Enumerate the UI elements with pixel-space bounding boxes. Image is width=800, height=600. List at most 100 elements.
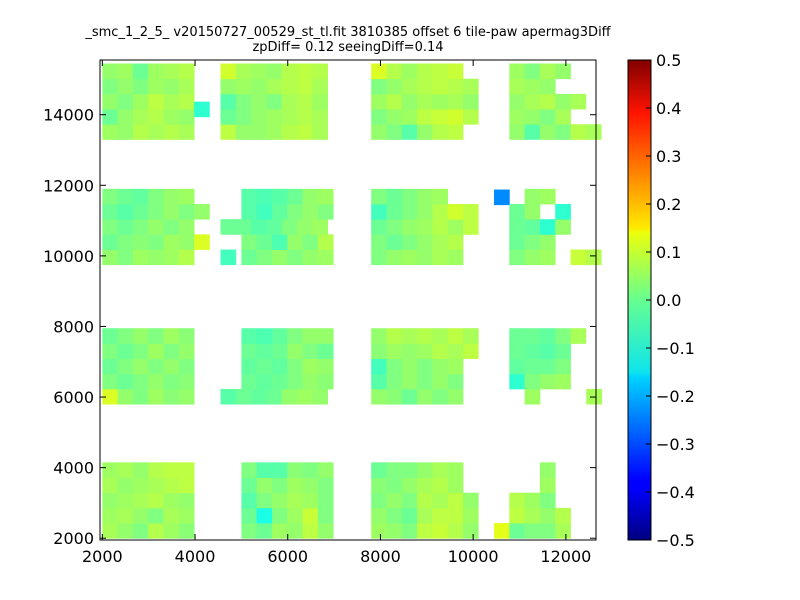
- heatmap-cell: [462, 109, 479, 125]
- heatmap-cell: [235, 93, 252, 110]
- heatmap-cell: [178, 78, 195, 95]
- heatmap-cell: [555, 343, 571, 359]
- heatmap-cell: [539, 109, 556, 125]
- heatmap-cell: [312, 63, 329, 80]
- heatmap-cell: [401, 477, 418, 494]
- heatmap-cell: [241, 507, 258, 524]
- heatmap-cell: [447, 462, 464, 478]
- heatmap-cell: [539, 477, 556, 494]
- heatmap-cell: [256, 373, 273, 390]
- heatmap-cell: [281, 124, 298, 140]
- heatmap-cell: [251, 124, 267, 140]
- chart-title-line-2: zpDiff= 0.12 seeingDiff=0.14: [252, 40, 444, 55]
- heatmap-cell: [417, 109, 433, 125]
- heatmap-cell: [386, 373, 403, 390]
- heatmap-cell: [256, 343, 273, 359]
- colorbar-tick-label: 0.1: [656, 243, 681, 262]
- heatmap-cell: [241, 492, 258, 509]
- heatmap-cell: [417, 249, 433, 266]
- heatmap-cell: [148, 507, 164, 524]
- heatmap-cell: [297, 388, 313, 405]
- x-axis: 2000 4000 6000 8000 10000 12000: [82, 60, 591, 566]
- heatmap-cell: [447, 109, 464, 125]
- heatmap-cell: [509, 219, 526, 235]
- heatmap-cell: [297, 93, 313, 110]
- heatmap-cell: [148, 358, 164, 375]
- heatmap-cell: [417, 188, 433, 205]
- heatmap-cell: [509, 249, 526, 266]
- heatmap-cell: [401, 78, 418, 95]
- heatmap-cell: [447, 219, 464, 235]
- heatmap-cell: [302, 523, 319, 539]
- heatmap-cell: [386, 358, 403, 375]
- heatmap-cell: [178, 63, 195, 80]
- heatmap-cell: [371, 358, 387, 375]
- heatmap-cell: [148, 492, 164, 509]
- heatmap-cell: [102, 373, 119, 390]
- heatmap-cell: [570, 124, 587, 140]
- heatmap-cell: [287, 358, 303, 375]
- plot-frame: [99, 59, 597, 541]
- heatmap-cell: [302, 234, 319, 250]
- heatmap-cell: [117, 492, 134, 509]
- heatmap-cell: [132, 328, 149, 344]
- heatmap-cell: [235, 109, 252, 125]
- y-tick-label: 14000: [43, 106, 94, 125]
- heatmap-cell: [386, 63, 403, 80]
- heatmap-cell: [401, 63, 418, 80]
- heatmap-cell: [417, 204, 433, 220]
- heatmap-cell: [256, 507, 273, 524]
- heatmap-cell: [555, 63, 571, 80]
- heatmap-cell: [281, 93, 298, 110]
- heatmap-cell: [178, 234, 195, 250]
- heatmap-cell: [251, 388, 267, 405]
- heatmap-cell: [287, 477, 303, 494]
- heatmap-cell: [178, 328, 195, 344]
- heatmap-cell: [271, 507, 288, 524]
- heatmap-cell: [102, 462, 119, 478]
- heatmap-cell: [287, 373, 303, 390]
- heatmap-cell: [251, 93, 267, 110]
- heatmap-cell: [132, 219, 149, 235]
- heatmap-cell: [132, 343, 149, 359]
- heatmap-cell: [432, 109, 449, 125]
- heatmap-cell: [220, 124, 237, 140]
- heatmap-cell: [132, 388, 149, 405]
- heatmap-cell: [132, 188, 149, 205]
- heatmap-cell: [432, 93, 449, 110]
- heatmap-cell: [539, 358, 556, 375]
- heatmap-cell: [132, 234, 149, 250]
- heatmap-cell: [302, 204, 319, 220]
- heatmap-cell: [401, 219, 418, 235]
- heatmap-cell: [401, 462, 418, 478]
- x-tick-label: 2000: [82, 547, 123, 566]
- heatmap-cell: [401, 523, 418, 539]
- heatmap-cell: [163, 388, 180, 405]
- heatmap-cell: [524, 219, 541, 235]
- heatmap-cell: [585, 124, 602, 140]
- heatmap-cell: [462, 328, 479, 344]
- heatmap-cell: [256, 477, 273, 494]
- heatmap-cell: [178, 188, 195, 205]
- heatmap-cell: [132, 507, 149, 524]
- heatmap-cell: [102, 507, 119, 524]
- heatmap-cell: [117, 477, 134, 494]
- heatmap-cell: [178, 109, 195, 125]
- heatmap-cell: [148, 78, 164, 95]
- heatmap-cell: [163, 492, 180, 509]
- heatmap-cell: [266, 63, 283, 80]
- heatmap-cell: [509, 328, 526, 344]
- heatmap-cell: [386, 477, 403, 494]
- heatmap-cell: [271, 188, 288, 205]
- heatmap-cell: [401, 492, 418, 509]
- heatmap-cell: [524, 109, 541, 125]
- heatmap-cell: [432, 219, 449, 235]
- heatmap-cell: [235, 388, 252, 405]
- heatmap-cell: [417, 523, 433, 539]
- heatmap-cell: [132, 63, 149, 80]
- heatmap-cell: [148, 204, 164, 220]
- heatmap-cell: [524, 523, 541, 539]
- heatmap-cell: [401, 124, 418, 140]
- heatmap-cell: [102, 343, 119, 359]
- heatmap-cell: [417, 492, 433, 509]
